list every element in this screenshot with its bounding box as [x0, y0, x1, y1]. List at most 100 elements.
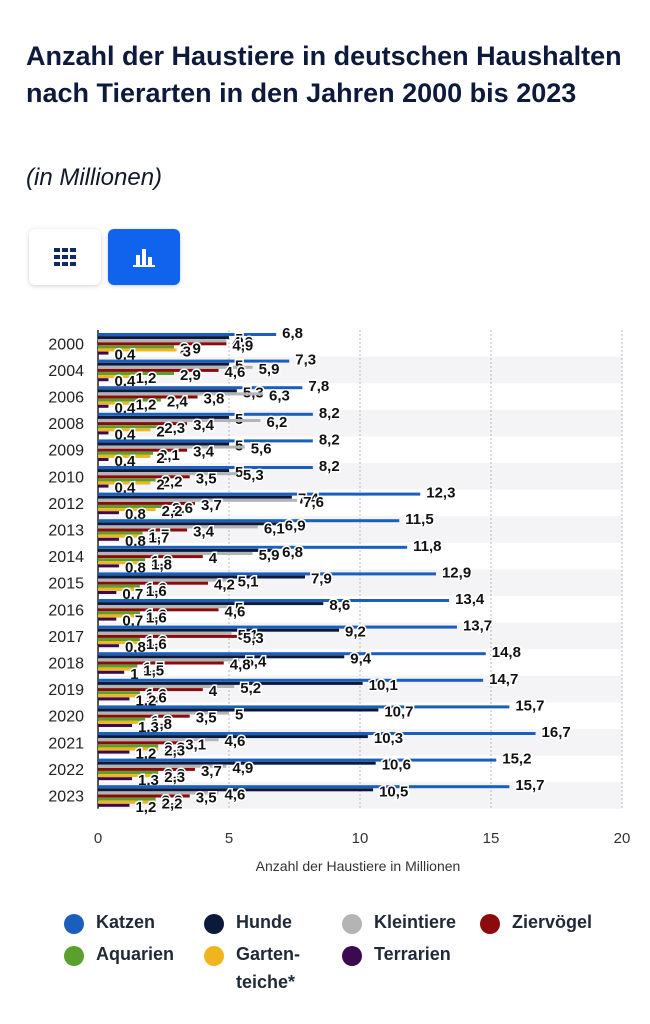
data-label: 10,5	[379, 783, 408, 800]
bar-gartenteiche	[98, 534, 143, 538]
legend-item[interactable]: Ziervögel	[480, 912, 592, 936]
bar-kleintiere	[98, 711, 229, 715]
bar-aquarien	[98, 345, 174, 349]
data-label: 4,9	[232, 760, 253, 777]
bar-terrarien	[98, 617, 117, 621]
data-label: 10,7	[384, 704, 413, 721]
data-label: 2,2	[162, 473, 183, 490]
chart-view-button[interactable]	[108, 229, 180, 285]
bar-hunde	[98, 336, 229, 340]
bar-katzen	[98, 572, 436, 576]
x-tick-label: 10	[352, 830, 369, 847]
data-label: 5,4	[245, 653, 267, 670]
legend-item[interactable]: Terrarien	[342, 944, 454, 968]
bar-katzen	[98, 466, 313, 469]
data-label: 6,9	[285, 517, 306, 534]
legend-item[interactable]: Katzen	[64, 912, 176, 936]
bar-chart-icon	[133, 249, 155, 267]
data-label: 1,8	[151, 716, 172, 733]
bar-katzen	[98, 625, 457, 629]
data-label: 2,2	[162, 796, 183, 813]
bar-terrarien	[98, 511, 119, 515]
bar-gartenteiche	[98, 694, 140, 698]
bar-ziervgel	[98, 794, 190, 798]
data-label: 6,8	[282, 544, 303, 561]
bar-ziervgel	[98, 555, 203, 559]
table-view-button[interactable]	[29, 229, 101, 285]
bar-katzen	[98, 439, 313, 443]
bar-katzen	[98, 732, 536, 735]
bar-aquarien	[98, 451, 154, 455]
legend-swatch	[480, 914, 500, 934]
bar-katzen	[98, 785, 510, 789]
bar-ziervgel	[98, 581, 209, 585]
bar-gartenteiche	[98, 641, 140, 645]
bar-gartenteiche	[98, 747, 159, 751]
data-label: 7,9	[311, 571, 332, 588]
data-label: 9,2	[345, 624, 366, 641]
bar-ziervgel	[98, 661, 224, 665]
bar-katzen	[98, 678, 484, 682]
data-label: 1,6	[146, 610, 167, 627]
data-label: 8,2	[319, 431, 340, 448]
data-label: 14,8	[492, 644, 521, 661]
bar-hunde	[98, 442, 229, 446]
bar-aquarien	[98, 584, 140, 588]
data-label: 2	[156, 423, 164, 440]
data-label: 4,6	[225, 733, 246, 750]
bar-terrarien	[98, 750, 130, 754]
bar-terrarien	[98, 803, 130, 807]
bar-katzen	[98, 492, 421, 496]
legend-swatch	[204, 914, 224, 934]
data-label: 1,7	[149, 527, 170, 544]
category-label: 2019	[48, 682, 84, 699]
data-label: 12,9	[442, 564, 471, 581]
data-label: 8,2	[319, 458, 340, 475]
bar-gartenteiche	[98, 800, 156, 804]
bar-hunde	[98, 681, 363, 685]
bar-terrarien	[98, 537, 119, 541]
bar-kleintiere	[98, 392, 264, 396]
data-label: 3,1	[185, 736, 206, 753]
data-label: 2,9	[180, 367, 201, 384]
bar-hunde	[98, 708, 379, 712]
data-label: 7,8	[308, 378, 329, 395]
data-label: 5,3	[243, 630, 264, 647]
bar-gartenteiche	[98, 481, 151, 485]
data-label: 12,3	[426, 485, 455, 502]
bar-hunde	[98, 655, 345, 659]
bar-kleintiere	[98, 738, 219, 742]
bar-ziervgel	[98, 634, 237, 638]
data-label: 2,4	[167, 394, 189, 411]
legend-label: Aquarien	[96, 944, 175, 964]
bar-katzen	[98, 519, 400, 523]
bar-kleintiere	[98, 365, 253, 369]
data-label: 3,4	[193, 417, 215, 434]
legend-item[interactable]: Hunde	[204, 912, 316, 936]
data-label: 1,7	[149, 530, 170, 547]
bar-gartenteiche	[98, 667, 138, 671]
bar-aquarien	[98, 771, 159, 774]
bar-aquarien	[98, 425, 159, 429]
bar-kleintiere	[98, 578, 232, 582]
legend-item[interactable]: Garten- teiche*	[204, 944, 316, 996]
bar-hunde	[98, 788, 374, 792]
legend-label: Terrarien	[374, 944, 451, 964]
chart-title: Anzahl der Haustiere in deutschen Hausha…	[26, 41, 622, 108]
legend-item[interactable]: Aquarien	[64, 944, 176, 968]
bar-hunde	[98, 602, 324, 606]
bar-kleintiere	[98, 445, 245, 449]
data-label: 1,5	[143, 663, 164, 680]
bar-terrarien	[98, 564, 119, 568]
data-label: 4,9	[232, 334, 253, 351]
data-label: 4,2	[214, 577, 235, 594]
legend-item[interactable]: Kleintiere	[342, 912, 456, 936]
data-label: 2,3	[164, 743, 185, 760]
data-label: 1,6	[146, 636, 167, 653]
data-label: 1,2	[135, 397, 156, 414]
category-label: 2022	[48, 762, 84, 779]
bar-kleintiere	[98, 498, 298, 502]
bar-gartenteiche	[98, 348, 177, 352]
bar-kleintiere	[98, 552, 253, 555]
bar-kleintiere	[98, 658, 240, 662]
